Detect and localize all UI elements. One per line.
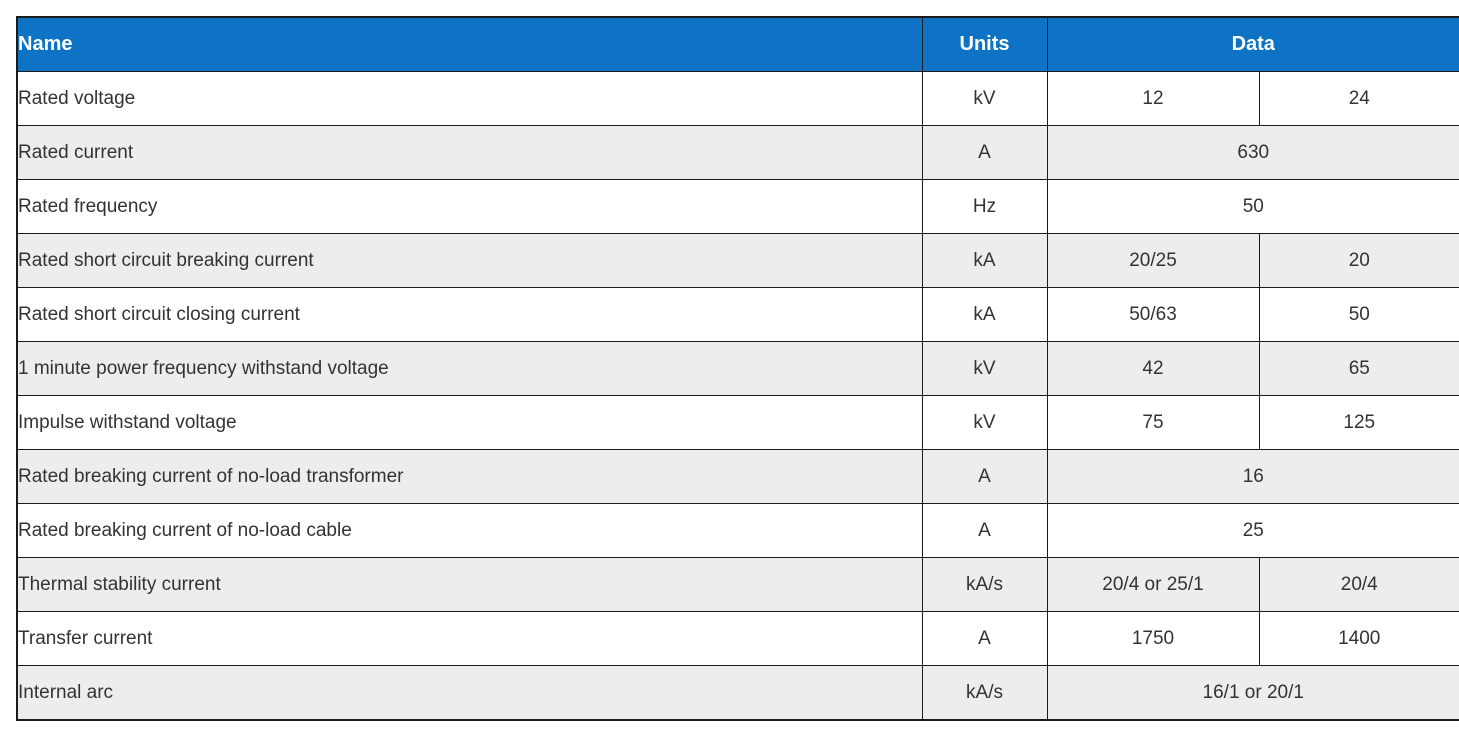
row-data-cell: 50/63 <box>1046 287 1260 342</box>
table-row-short-circuit-breaking-current: Rated short circuit breaking current kA … <box>16 233 1459 288</box>
row-units-cell: kV <box>921 71 1048 126</box>
row-data-cell: 125 <box>1258 395 1459 450</box>
col-header-data: Data <box>1046 16 1459 72</box>
row-units-cell: kA <box>921 287 1048 342</box>
row-data-cell: 1400 <box>1258 611 1459 666</box>
row-units-cell: kA <box>921 233 1048 288</box>
row-data-cell-merged: 16/1 or 20/1 <box>1046 665 1459 721</box>
row-units-cell: Hz <box>921 179 1048 234</box>
row-data-cell: 20 <box>1258 233 1459 288</box>
table-row-transfer-current: Transfer current A 1750 1400 <box>16 611 1459 666</box>
table-row-internal-arc: Internal arc kA/s 16/1 or 20/1 <box>16 665 1459 721</box>
table-row-thermal-stability-current: Thermal stability current kA/s 20/4 or 2… <box>16 557 1459 612</box>
row-data-cell: 24 <box>1258 71 1459 126</box>
table-row-breaking-current-no-load-transformer: Rated breaking current of no-load transf… <box>16 449 1459 504</box>
spec-table: Name Units Data Rated voltage kV 12 24 R… <box>16 16 1459 721</box>
table-row-rated-voltage: Rated voltage kV 12 24 <box>16 71 1459 126</box>
row-name-cell: Rated short circuit breaking current <box>16 233 923 288</box>
row-data-cell-merged: 630 <box>1046 125 1459 180</box>
row-units-cell: A <box>921 125 1048 180</box>
table-row-breaking-current-no-load-cable: Rated breaking current of no-load cable … <box>16 503 1459 558</box>
row-name-cell: Rated breaking current of no-load cable <box>16 503 923 558</box>
row-name-cell: Impulse withstand voltage <box>16 395 923 450</box>
row-data-cell: 65 <box>1258 341 1459 396</box>
table-row-power-frequency-withstand-voltage: 1 minute power frequency withstand volta… <box>16 341 1459 396</box>
row-units-cell: kV <box>921 395 1048 450</box>
row-name-cell: Transfer current <box>16 611 923 666</box>
row-name-cell: Internal arc <box>16 665 923 721</box>
table-row-short-circuit-closing-current: Rated short circuit closing current kA 5… <box>16 287 1459 342</box>
table-row-rated-current: Rated current A 630 <box>16 125 1459 180</box>
row-data-cell: 1750 <box>1046 611 1260 666</box>
row-data-cell-merged: 50 <box>1046 179 1459 234</box>
row-data-cell: 50 <box>1258 287 1459 342</box>
row-name-cell: Thermal stability current <box>16 557 923 612</box>
row-data-cell: 12 <box>1046 71 1260 126</box>
table-row-impulse-withstand-voltage: Impulse withstand voltage kV 75 125 <box>16 395 1459 450</box>
row-units-cell: A <box>921 611 1048 666</box>
table-row-rated-frequency: Rated frequency Hz 50 <box>16 179 1459 234</box>
row-units-cell: kA/s <box>921 665 1048 721</box>
header-row: Name Units Data <box>16 16 1459 72</box>
row-name-cell: Rated voltage <box>16 71 923 126</box>
row-data-cell-merged: 16 <box>1046 449 1459 504</box>
row-name-cell: 1 minute power frequency withstand volta… <box>16 341 923 396</box>
col-header-units: Units <box>921 16 1048 72</box>
row-units-cell: A <box>921 449 1048 504</box>
row-name-cell: Rated frequency <box>16 179 923 234</box>
row-data-cell: 20/25 <box>1046 233 1260 288</box>
row-data-cell: 20/4 <box>1258 557 1459 612</box>
row-name-cell: Rated current <box>16 125 923 180</box>
row-name-cell: Rated breaking current of no-load transf… <box>16 449 923 504</box>
row-data-cell: 42 <box>1046 341 1260 396</box>
col-header-name: Name <box>16 16 923 72</box>
row-data-cell: 75 <box>1046 395 1260 450</box>
row-data-cell-merged: 25 <box>1046 503 1459 558</box>
row-units-cell: kV <box>921 341 1048 396</box>
row-units-cell: A <box>921 503 1048 558</box>
row-data-cell: 20/4 or 25/1 <box>1046 557 1260 612</box>
row-units-cell: kA/s <box>921 557 1048 612</box>
row-name-cell: Rated short circuit closing current <box>16 287 923 342</box>
